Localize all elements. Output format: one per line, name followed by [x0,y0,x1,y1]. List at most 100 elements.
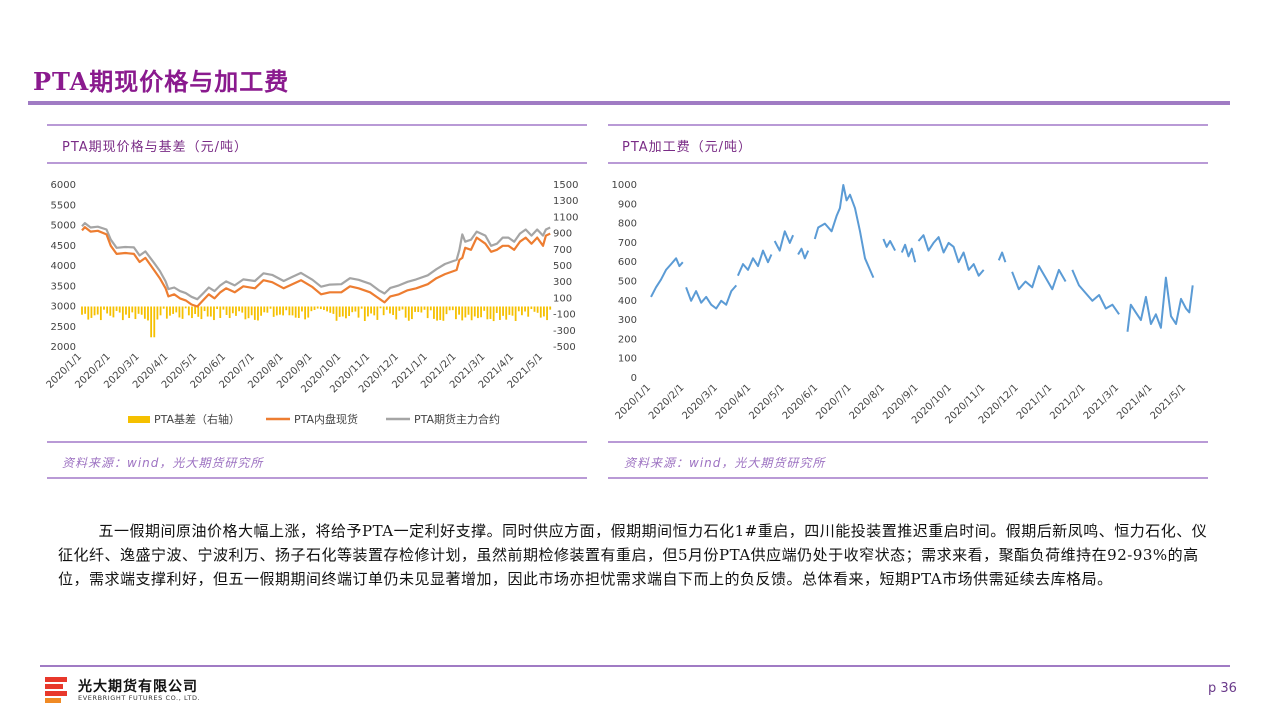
legend-futures-label: PTA期货主力合约 [414,412,500,426]
x-tick-label: 2020/6/1 [781,382,821,422]
basis-bar [480,306,482,318]
y-tick-label: 900 [618,199,637,210]
y-right-tick-label: 1300 [553,196,578,207]
y-left-tick-label: 6000 [51,180,76,191]
y-tick-label: 1000 [612,180,637,191]
x-tick-label: 2020/4/1 [714,382,754,422]
basis-bar [294,306,297,318]
basis-bar [307,306,310,318]
basis-bar [442,306,445,321]
basis-bar [423,306,426,310]
right-chart-source: 资料来源：wind，光大期货研究所 [624,456,826,470]
basis-bar [213,306,215,321]
basis-bar [483,306,486,311]
basis-bar [360,306,363,309]
y-left-tick-label: 2000 [51,342,76,353]
basis-bar [524,306,526,312]
y-left-tick-label: 4000 [51,261,76,272]
basis-bar [354,306,357,312]
y-right-tick-label: 500 [553,261,572,272]
basis-bar [389,306,391,314]
basis-bar [209,306,212,317]
basis-bar [172,306,175,314]
basis-price-chart: 6000 5500 5000 4500 4000 3500 3000 2500 2000 1500… [45,180,579,426]
right-panel-top-rule [608,124,1208,126]
y-right-tick-label: 100 [553,293,572,304]
y-left-tick-label: 2500 [51,322,76,333]
basis-bar [517,306,520,312]
basis-bar [134,306,137,320]
basis-bar [316,306,319,309]
basis-bar [348,306,350,316]
basis-bar [231,306,234,314]
x-tick-label: 2020/7/1 [814,382,854,422]
basis-bar [530,306,533,310]
y-tick-label: 100 [618,354,637,365]
basis-bar [543,306,545,317]
basis-bar [527,306,530,317]
spot-price-line [81,225,551,308]
basis-bar [147,306,149,321]
basis-bar [404,306,407,318]
right-panel-bottom-rule [608,441,1208,443]
y-tick-label: 400 [618,296,637,307]
basis-bar [99,306,102,321]
basis-bar [533,306,536,312]
y-right-tick-label: 1100 [553,212,578,223]
basis-bar [269,306,272,309]
basis-bar [461,306,464,321]
right-chart-title: PTA加工费（元/吨） [622,140,753,155]
basis-bar [492,306,495,322]
futures-price-line [81,221,551,301]
processing-margin-line [1011,265,1067,291]
basis-bar [219,306,222,318]
right-panel-end-rule [608,477,1208,479]
processing-margin-line [997,251,1007,263]
x-tick-label: 2021/3/1 [1082,382,1122,422]
x-tick-label: 2020/3/1 [680,382,720,422]
basis-bar [253,306,256,320]
basis-bar [489,306,492,319]
left-panel-end-rule [47,477,587,479]
basis-bar [439,306,442,321]
basis-bar [200,306,203,320]
x-tick-label: 2021/1/1 [1015,382,1055,422]
processing-margin-line [813,184,875,279]
processing-margin-line [797,247,810,260]
basis-bar [285,306,288,311]
y-tick-label: 500 [618,277,637,288]
basis-bar [206,306,209,317]
left-panel-title-rule [47,162,587,164]
basis-bar [156,306,159,320]
basis-bar [502,306,504,316]
x-tick-label: 2021/4/1 [1115,382,1155,422]
y-tick-label: 0 [631,373,637,384]
basis-bar [326,306,328,312]
basis-bar [109,306,112,316]
basis-bar [451,306,454,311]
y-left-tick-label: 5500 [51,200,76,211]
basis-bar [106,306,109,314]
basis-bar [153,306,156,338]
basis-bar [301,306,303,312]
basis-bar [178,306,181,318]
basis-bar [87,306,90,320]
basis-bar [429,306,432,311]
basis-bar [470,306,473,321]
basis-bar [282,306,285,316]
basis-bar [473,306,476,317]
processing-margin-line [773,230,795,252]
y-left-tick-label: 3000 [51,302,76,313]
basis-bar [131,306,134,313]
legend-basis-label: PTA基差（右轴） [154,412,240,426]
basis-bar [304,306,307,320]
basis-bar [436,306,438,321]
company-name-cn: 光大期货有限公司 [78,679,198,695]
x-tick-label: 2021/5/1 [1149,382,1189,422]
processing-margin-line [882,238,896,252]
page-title: PTA期现价格与加工费 [33,67,290,96]
basis-bar [291,306,294,316]
x-tick-label: 2020/1/1 [614,382,654,422]
basis-bar [228,306,231,319]
basis-bar [411,306,413,320]
